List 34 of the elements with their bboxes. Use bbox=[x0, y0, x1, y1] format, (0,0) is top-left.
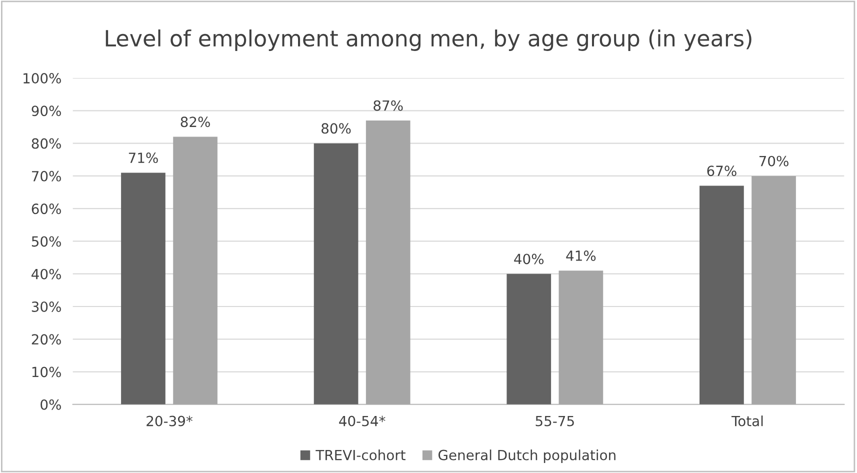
x-tick-label: 20-39* bbox=[146, 416, 192, 426]
bar bbox=[314, 143, 358, 404]
bar bbox=[366, 120, 410, 404]
bar bbox=[558, 270, 604, 404]
y-tick-label: 20% bbox=[32, 334, 61, 345]
y-tick-label: 40% bbox=[32, 268, 61, 280]
data-label: 87% bbox=[374, 100, 403, 111]
data-label: 80% bbox=[322, 123, 351, 134]
data-label: 67% bbox=[707, 166, 736, 176]
x-tick-label: 55-75 bbox=[536, 416, 574, 426]
data-label: 82% bbox=[180, 116, 210, 128]
y-tick-label: 100% bbox=[24, 73, 61, 84]
y-tick-label: 0% bbox=[40, 399, 61, 410]
data-label: 70% bbox=[759, 156, 788, 166]
legend-label: TREVI-cohort bbox=[316, 450, 406, 460]
x-tick-label: 40-54* bbox=[339, 416, 386, 426]
y-tick-label: 50% bbox=[32, 236, 61, 247]
bar bbox=[700, 186, 744, 404]
data-label: 71% bbox=[128, 152, 158, 164]
data-label: 40% bbox=[514, 254, 544, 264]
bar bbox=[752, 176, 796, 404]
y-tick-label: 90% bbox=[32, 106, 61, 116]
data-label: 41% bbox=[566, 250, 596, 261]
y-tick-label: 30% bbox=[32, 301, 61, 312]
chart-title: Level of employment among men, by age group (in years) bbox=[106, 29, 752, 51]
y-tick-label: 60% bbox=[32, 204, 61, 214]
y-tick-label: 70% bbox=[32, 170, 61, 182]
bar bbox=[506, 274, 552, 404]
bar bbox=[173, 136, 218, 404]
x-tick-label: Total bbox=[731, 416, 763, 426]
y-tick-label: 10% bbox=[32, 366, 61, 378]
legend-label: General Dutch population bbox=[438, 450, 616, 463]
y-tick-label: 80% bbox=[32, 138, 61, 149]
bar bbox=[121, 172, 166, 404]
